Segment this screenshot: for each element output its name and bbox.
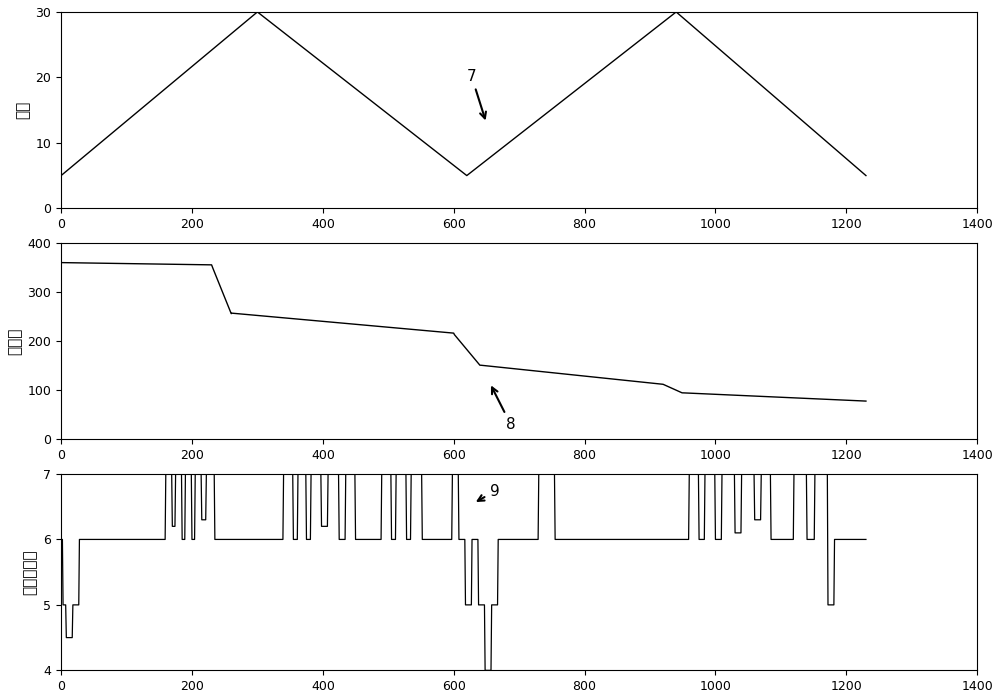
Y-axis label: 仰角: 仰角 — [15, 101, 30, 119]
Y-axis label: 方位角: 方位角 — [7, 328, 22, 355]
Text: 8: 8 — [492, 387, 516, 432]
Y-axis label: 信噪比等级: 信噪比等级 — [23, 550, 38, 595]
Text: 9: 9 — [478, 484, 499, 501]
Text: 7: 7 — [467, 69, 486, 118]
